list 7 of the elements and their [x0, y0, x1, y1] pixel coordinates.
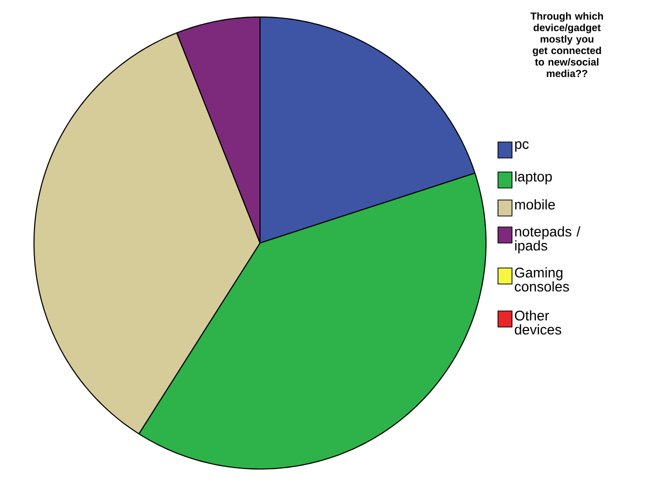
legend-label: Gaming consoles [514, 267, 569, 292]
legend-label: laptop [515, 171, 552, 184]
legend-label: notepads / ipads [515, 226, 580, 254]
legend-label: pc [515, 141, 529, 152]
legend-label: Other devices [514, 310, 562, 335]
legend-title: Through which device/gadget mostly you get connected to new/social media?? [530, 12, 603, 78]
legend-label: mobile [515, 199, 555, 210]
